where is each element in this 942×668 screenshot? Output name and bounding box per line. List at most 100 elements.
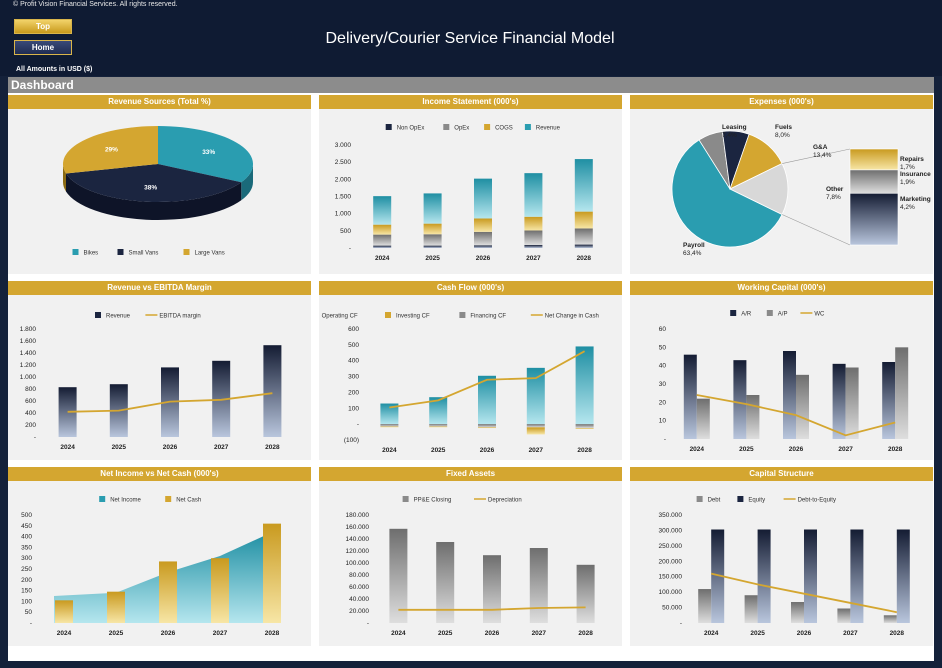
y-tick-label: 1.000: [20, 374, 37, 381]
y-tick-label: 100.000: [346, 560, 370, 567]
bar-net-cash: [263, 523, 281, 623]
panel-expenses: Expenses (000's) Leasing 7,4% Fuels 8,0% G&A…: [630, 95, 933, 274]
legend-label: Non OpEx: [397, 126, 425, 132]
x-tick-label: 2026: [789, 446, 804, 453]
x-tick-label: 2028: [265, 444, 280, 451]
legend-marker: [385, 312, 391, 318]
stack-repairs: [849, 148, 899, 171]
connector-line: [781, 214, 851, 246]
x-tick-label: 2025: [739, 446, 754, 453]
legend-label: Small Vans: [129, 251, 159, 257]
bar-operating-cf: [526, 367, 545, 425]
panel-income-statement: Income Statement (000's) Non OpEx OpEx COG…: [319, 95, 622, 274]
bar-financing-cf: [429, 424, 448, 427]
x-tick-label: 2027: [532, 630, 547, 637]
legend-label: Operating CF: [322, 314, 358, 320]
pie-slice-side: [63, 164, 66, 192]
y-tick-label: 200: [21, 577, 32, 584]
legend-label: Revenue: [536, 126, 561, 132]
bar-net-cash: [211, 558, 229, 623]
panel-title: Capital Structure: [630, 467, 933, 481]
revenue-sources-chart: 33% 38% 29% Bikes Small Vans Large Vans: [63, 126, 253, 257]
x-tick-label: 2028: [890, 630, 905, 637]
slice-value: 7,8%: [826, 194, 841, 201]
bar-operating-cf: [429, 397, 448, 425]
panel-capital-structure: Capital Structure Debt Equity Debt-to-Equi…: [630, 467, 933, 646]
legend-label: A/R: [741, 312, 752, 318]
panel-fixed-assets: Fixed Assets PP&E Closing Depreciation - 20…: [319, 467, 622, 646]
y-tick-label: 150.000: [659, 574, 683, 581]
legend-marker: [165, 496, 172, 502]
y-tick-label: 2.000: [335, 176, 352, 183]
legend-label: Debt-to-Equity: [798, 498, 836, 504]
y-tick-label: 160.000: [346, 524, 370, 531]
bar-debt: [791, 602, 804, 623]
y-tick-label: 350: [21, 544, 32, 551]
legend-marker: [459, 312, 466, 318]
legend-label: Bikes: [84, 251, 99, 257]
y-tick-label: 2.500: [335, 159, 352, 166]
bar-operating-cf: [478, 375, 496, 425]
y-tick-label: 10: [659, 418, 667, 425]
legend-label: A/P: [778, 312, 788, 318]
legend-label: OpEx: [454, 126, 469, 132]
legend-marker: [99, 496, 106, 502]
bar-investing-cf: [526, 427, 545, 435]
x-tick-label: 2028: [578, 630, 593, 637]
x-tick-label: 2027: [526, 255, 541, 262]
bar-ppe-closing: [389, 528, 408, 623]
bar-financing-cf: [575, 424, 594, 429]
panel-net-income-cash: Net Income vs Net Cash (000's) Net Incom…: [8, 467, 311, 646]
panel-cash-flow: Cash Flow (000's) Operating CF Investing …: [319, 281, 622, 460]
bar-ppe-closing: [576, 564, 595, 623]
legend-label: Net Income: [110, 498, 141, 504]
y-tick-label: 50: [25, 609, 33, 616]
legend-marker: [730, 310, 737, 316]
y-tick-label: 180.000: [346, 512, 370, 519]
y-tick-label: 300: [348, 374, 359, 381]
y-tick-label: 1.400: [20, 350, 37, 357]
home-button[interactable]: Home: [14, 40, 72, 55]
dashboard-area: Dashboard Revenue Sources (Total %) 33% 3…: [8, 77, 934, 661]
line-depreciation: [398, 606, 586, 611]
top-button[interactable]: Top: [14, 19, 72, 34]
y-tick-label: -: [349, 245, 351, 252]
dashboard-title: Dashboard: [8, 77, 934, 93]
legend-marker: [737, 496, 744, 502]
y-tick-label: 400: [21, 534, 32, 541]
panel-title: Expenses (000's): [630, 95, 933, 109]
slice-label: Repairs: [900, 156, 924, 163]
bar-ppe-closing: [483, 555, 501, 623]
pie-slice-bikes: [158, 126, 253, 183]
y-tick-label: 200: [25, 422, 36, 429]
bar-revenue: [423, 193, 442, 224]
pie-slice-small-vans: [65, 164, 242, 202]
y-tick-label: 150: [21, 588, 32, 595]
x-tick-label: 2025: [438, 630, 453, 637]
legend-marker: [183, 249, 190, 255]
bar-financing-cf: [526, 424, 545, 428]
pie-slice-payroll: [671, 139, 783, 248]
bar-financing-cf: [478, 424, 496, 428]
pie-slice-large-vans: [63, 126, 158, 174]
legend-marker: [766, 310, 773, 316]
bar-ar: [683, 354, 697, 439]
panel-title: Revenue vs EBITDA Margin: [8, 281, 311, 295]
x-tick-label: 2028: [577, 255, 592, 262]
y-tick-label: 500: [340, 228, 351, 235]
bar-opex: [373, 234, 392, 246]
legend-label: Net Cash: [176, 498, 201, 504]
bar-ar: [783, 351, 796, 439]
bar-investing-cf: [380, 426, 399, 428]
legend-marker: [72, 249, 79, 255]
legend-label: WC: [814, 312, 825, 318]
y-tick-label: 1.800: [20, 326, 37, 333]
bar-ap: [696, 398, 710, 439]
y-tick-label: 60.000: [349, 584, 369, 591]
legend-label: Investing CF: [396, 314, 430, 320]
bar-cogs: [373, 224, 392, 235]
pie-slice-side: [241, 164, 253, 201]
slice-value: 1,7%: [900, 164, 915, 171]
x-tick-label: 2024: [690, 446, 705, 453]
